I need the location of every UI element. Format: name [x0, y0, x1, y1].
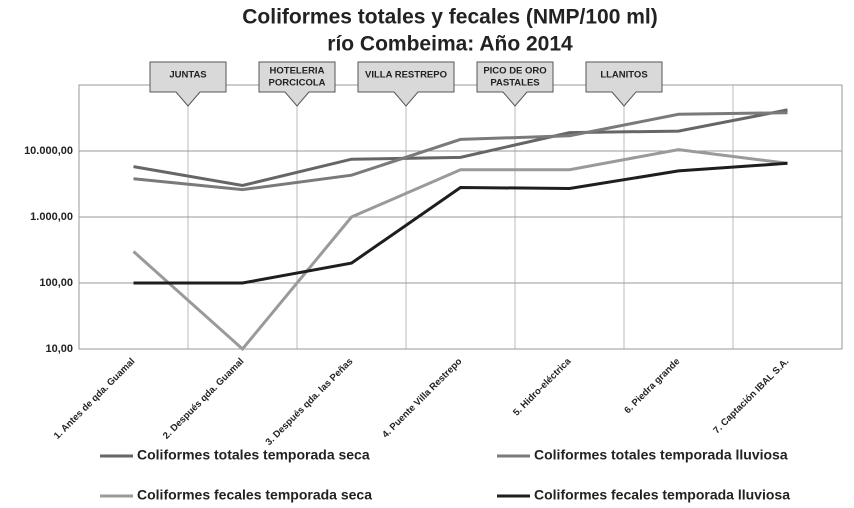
y-tick-label: 100,00 [39, 277, 73, 289]
legend-label: Coliformes totales temporada seca [137, 447, 370, 463]
callout-label: JUNTAS [169, 70, 206, 81]
x-tick-label: 6. Piedra grande [622, 356, 682, 416]
callout: LLANITOS [585, 61, 663, 107]
x-tick-label: 5. Hidro-eléctrica [511, 356, 574, 419]
y-tick-label: 1.000,00 [30, 211, 73, 223]
callout-box [357, 61, 455, 107]
series-line [133, 111, 788, 192]
legend-label: Coliformes totales temporada lluviosa [534, 447, 788, 463]
callout-box [258, 61, 336, 107]
x-tick-label: 3. Después qda. las Peñas [264, 356, 356, 448]
callout-box [585, 61, 663, 107]
x-tick-label: 1. Antes de qda. Guamal [52, 356, 138, 442]
x-tick-label: 2. Después qda. Guamal [161, 356, 246, 441]
x-tick-label: 7. Captación IBAL S.A. [711, 356, 791, 436]
series-line [133, 161, 788, 285]
callout-label: PICO DE ORO [483, 66, 546, 77]
callout: JUNTAS [149, 61, 227, 107]
callout-label: PASTALES [490, 78, 539, 89]
series-line [132, 148, 788, 352]
chart-title: Coliformes totales y fecales (NMP/100 ml… [242, 6, 657, 29]
callout: VILLA RESTREPO [357, 61, 455, 107]
legend-label: Coliformes fecales temporada lluviosa [534, 487, 790, 503]
chart-subtitle: río Combeima: Año 2014 [327, 33, 573, 56]
callout-box [476, 61, 554, 107]
callout-box [149, 61, 227, 107]
callout-label: HOTELERIA [270, 66, 325, 77]
legend-label: Coliformes fecales temporada seca [137, 487, 372, 503]
y-tick-label: 10,00 [45, 343, 73, 355]
callout-label: LLANITOS [600, 70, 647, 81]
y-tick-label: 10.000,00 [24, 145, 73, 157]
x-tick-label: 4. Puente Villa Restrepo [380, 356, 464, 440]
callout-label: VILLA RESTREPO [365, 70, 447, 81]
callout-label: PORCICOLA [269, 78, 326, 89]
series-line [133, 108, 788, 188]
